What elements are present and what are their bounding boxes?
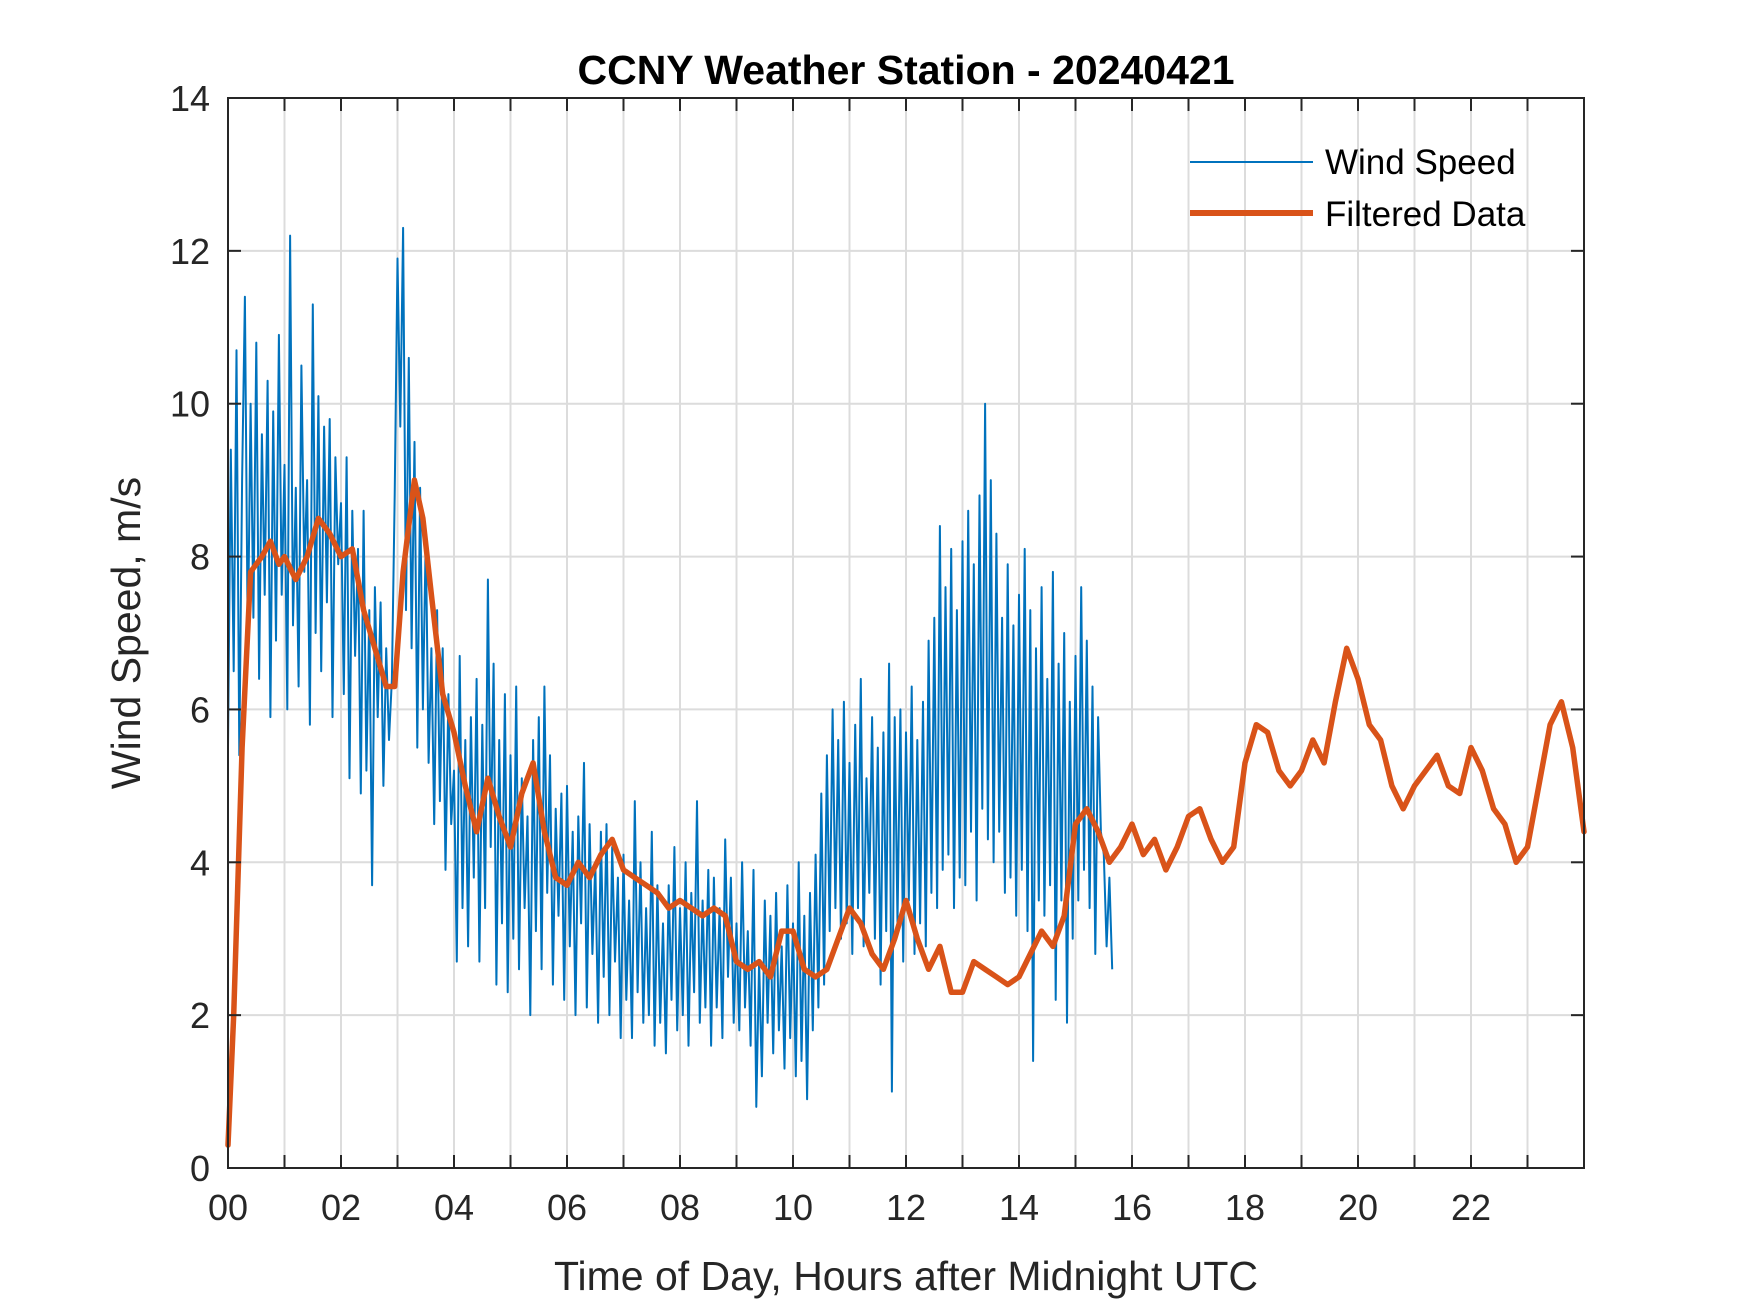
- y-tick-label: 2: [190, 995, 210, 1036]
- y-tick-label: 4: [190, 842, 210, 883]
- x-tick-label: 00: [208, 1187, 248, 1228]
- y-tick-label: 6: [190, 689, 210, 730]
- x-tick-label: 08: [660, 1187, 700, 1228]
- y-tick-label: 12: [170, 231, 210, 272]
- grid-lines: [228, 98, 1584, 1168]
- series-filtered-data: [225, 477, 1587, 1148]
- x-tick-label: 22: [1451, 1187, 1491, 1228]
- legend-label-filtered-data: Filtered Data: [1325, 195, 1526, 234]
- x-tick-label: 10: [773, 1187, 813, 1228]
- legend-label-wind-speed: Wind Speed: [1325, 143, 1516, 182]
- x-tick-labels: 00 02 04 06 08 10 12 14 16 18 20 22: [208, 1187, 1491, 1228]
- y-tick-label: 0: [190, 1148, 210, 1189]
- filtered-data-line: [225, 477, 1587, 1148]
- x-axis-label: Time of Day, Hours after Midnight UTC: [554, 1253, 1258, 1299]
- x-tick-label: 04: [434, 1187, 474, 1228]
- x-tick-label: 12: [886, 1187, 926, 1228]
- x-tick-label: 20: [1338, 1187, 1378, 1228]
- y-tick-label: 10: [170, 384, 210, 425]
- x-tick-label: 14: [999, 1187, 1039, 1228]
- axis-ticks: [227, 97, 1584, 1169]
- series-wind-speed: [227, 226, 1114, 1108]
- x-tick-label: 16: [1112, 1187, 1152, 1228]
- x-tick-label: 06: [547, 1187, 587, 1228]
- wind-speed-line: [227, 226, 1114, 1108]
- y-tick-label: 14: [170, 78, 210, 119]
- legend: Wind Speed Filtered Data: [1190, 143, 1526, 234]
- x-tick-label: 18: [1225, 1187, 1265, 1228]
- y-tick-labels: 0 2 4 6 8 10 12 14: [170, 78, 210, 1189]
- y-tick-label: 8: [190, 537, 210, 578]
- y-axis-label: Wind Speed, m/s: [103, 477, 149, 789]
- chart-title: CCNY Weather Station - 20240421: [577, 47, 1234, 93]
- x-tick-label: 02: [321, 1187, 361, 1228]
